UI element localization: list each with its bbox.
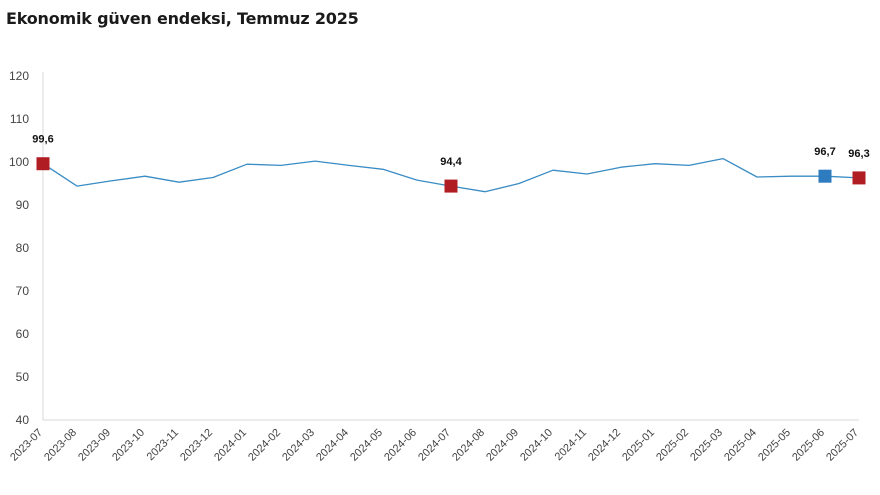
data-label: 96,7 [814,146,835,158]
highlight-marker [818,169,832,183]
x-tick-label: 2024-04 [314,427,351,464]
y-tick-label: 110 [10,112,29,126]
x-tick-label: 2024-06 [382,427,419,464]
x-tick-label: 2025-05 [756,427,793,464]
data-label: 99,6 [32,134,53,146]
x-tick-label: 2024-03 [280,427,317,464]
x-axis: 2023-072023-082023-092023-102023-112023-… [8,419,861,464]
x-tick-label: 2025-01 [620,427,657,464]
y-tick-label: 50 [16,370,30,384]
highlight-marker [36,157,50,171]
highlight-marker [852,171,866,185]
x-tick-label: 2025-02 [654,427,691,464]
y-tick-label: 80 [16,241,30,255]
x-tick-label: 2023-07 [8,427,45,464]
highlight-markers [36,157,866,193]
data-label: 94,4 [440,156,462,168]
x-tick-label: 2023-09 [76,427,113,464]
x-tick-label: 2024-12 [586,427,623,464]
x-tick-label: 2024-01 [212,427,249,464]
y-tick-label: 90 [16,198,30,212]
chart-title: Ekonomik güven endeksi, Temmuz 2025 [6,9,359,28]
y-tick-label: 70 [16,284,30,298]
x-tick-label: 2023-12 [178,427,215,464]
y-axis: 40 50 60 70 80 90 100 110 120 [9,69,44,427]
x-tick-label: 2024-11 [553,427,589,463]
data-labels: 99,6 94,4 96,7 96,3 [32,134,869,168]
x-tick-label: 2025-06 [790,427,827,464]
x-tick-label: 2025-04 [722,427,759,464]
y-tick-label: 100 [9,155,29,169]
y-tick-label: 120 [9,69,29,83]
y-tick-label: 60 [16,327,30,341]
x-tick-label: 2025-03 [688,427,725,464]
x-tick-label: 2023-08 [42,427,79,464]
x-tick-label: 2024-07 [416,427,453,464]
x-tick-label: 2024-02 [246,427,283,464]
x-tick-label: 2023-10 [110,427,147,464]
data-label: 96,3 [848,148,869,160]
x-tick-label: 2023-11 [145,427,181,463]
y-tick-label: 40 [16,413,30,427]
x-tick-label: 2024-08 [450,427,487,464]
highlight-marker [444,179,458,193]
x-tick-label: 2024-10 [518,427,555,464]
x-tick-label: 2024-05 [348,427,385,464]
x-tick-label: 2025-07 [824,427,861,464]
x-tick-label: 2024-09 [484,427,521,464]
